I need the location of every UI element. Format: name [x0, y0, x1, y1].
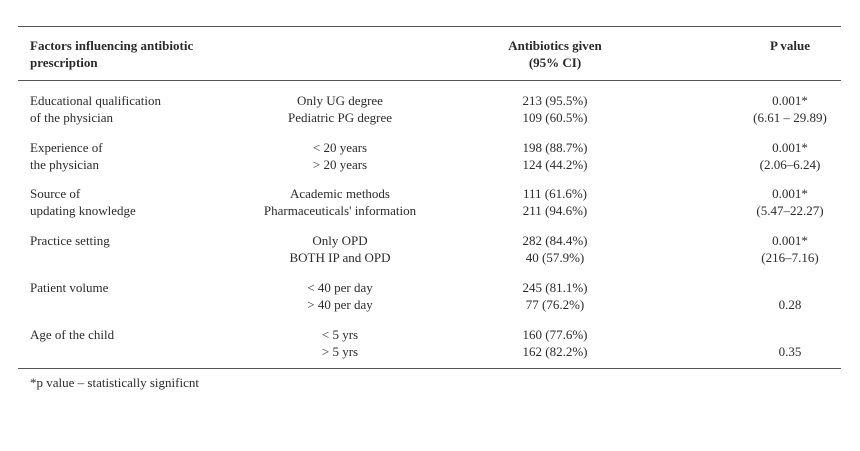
level-line: Pharmaceuticals' information [263, 203, 417, 218]
header-antibiotics: Antibiotics given (95% CI) [470, 37, 640, 71]
factor-line: Experience of [30, 140, 103, 155]
antibiotics-cell: 198 (88.7%) 124 (44.2%) [470, 139, 640, 173]
factor-line: Age of the child [30, 327, 115, 342]
table-row: Age of the child < 5 yrs > 5 yrs 160 (77… [0, 326, 860, 366]
pvalue-line: 0.28 [778, 297, 802, 312]
factor-line: Source of [30, 186, 81, 201]
factor-cell: Source of updating knowledge [30, 185, 260, 219]
pvalue-cell: 0.001* (2.06–6.24) [730, 139, 850, 173]
pvalue-line: (2.06–6.24) [759, 157, 821, 172]
pvalue-line: (6.61 – 29.89) [753, 110, 827, 125]
level-cell: Only UG degree Pediatric PG degree [215, 92, 465, 126]
header-antibiotics-line-2: (95% CI) [528, 55, 582, 70]
pvalue-cell: 0.35 [730, 326, 850, 360]
antibiotics-cell: 213 (95.5%) 109 (60.5%) [470, 92, 640, 126]
header-bottom-rule [18, 80, 841, 81]
factor-line: updating knowledge [30, 203, 136, 218]
factor-cell: Experience of the physician [30, 139, 260, 173]
pvalue-line: 0.35 [778, 344, 802, 359]
antibiotics-cell: 111 (61.6%) 211 (94.6%) [470, 185, 640, 219]
antibiotics-line: 40 (57.9%) [525, 250, 585, 265]
antibiotics-line: 282 (84.4%) [522, 233, 588, 248]
pvalue-line: 0.001* [772, 233, 808, 248]
level-cell: < 40 per day > 40 per day [215, 279, 465, 313]
level-line: < 20 years [312, 140, 368, 155]
factor-line: the physician [30, 157, 99, 172]
header-antibiotics-line-1: Antibiotics given [508, 38, 602, 53]
pvalue-cell: 0.001* (5.47–22.27) [730, 185, 850, 219]
antibiotics-line: 198 (88.7%) [522, 140, 588, 155]
factor-cell: Practice setting [30, 232, 260, 266]
factor-line: Patient volume [30, 280, 109, 295]
table-row: Experience of the physician < 20 years >… [0, 139, 860, 179]
level-cell: Academic methods Pharmaceuticals' inform… [215, 185, 465, 219]
factor-cell: Educational qualification of the physici… [30, 92, 260, 126]
factor-line: Educational qualification [30, 93, 162, 108]
antibiotics-cell: 160 (77.6%) 162 (82.2%) [470, 326, 640, 360]
antibiotics-line: 109 (60.5%) [522, 110, 588, 125]
header-pvalue: P value [730, 37, 850, 54]
pvalue-cell: 0.28 [730, 279, 850, 313]
level-cell: < 20 years > 20 years [215, 139, 465, 173]
factor-line: Practice setting [30, 233, 110, 248]
antibiotics-line: 77 (76.2%) [525, 297, 585, 312]
level-cell: Only OPD BOTH IP and OPD [215, 232, 465, 266]
pvalue-cell: 0.001* (216–7.16) [730, 232, 850, 266]
header-factors-line-2: prescription [30, 55, 98, 70]
footnote: *p value – statistically significnt [30, 375, 199, 390]
factor-cell: Patient volume [30, 279, 260, 313]
pvalue-line: (216–7.16) [761, 250, 819, 265]
table-row: Practice setting Only OPD BOTH IP and OP… [0, 232, 860, 272]
table-bottom-rule [18, 368, 841, 369]
header-factors-line-1: Factors influencing antibiotic [30, 38, 194, 53]
level-line: < 5 yrs [321, 327, 359, 342]
table-top-rule [18, 26, 841, 27]
table-row: Source of updating knowledge Academic me… [0, 185, 860, 225]
header-pvalue-line-1: P value [769, 38, 811, 53]
antibiotics-line: 111 (61.6%) [522, 186, 588, 201]
antibiotics-cell: 282 (84.4%) 40 (57.9%) [470, 232, 640, 266]
antibiotics-line: 211 (94.6%) [522, 203, 588, 218]
level-line: > 40 per day [307, 297, 373, 312]
pvalue-line [730, 326, 850, 343]
level-line: Only UG degree [297, 93, 383, 108]
level-line: Academic methods [290, 186, 390, 201]
pvalue-line: 0.001* [772, 140, 808, 155]
pvalue-cell: 0.001* (6.61 – 29.89) [730, 92, 850, 126]
level-line: BOTH IP and OPD [289, 250, 391, 265]
antibiotics-line: 245 (81.1%) [522, 280, 588, 295]
level-cell: < 5 yrs > 5 yrs [215, 326, 465, 360]
pvalue-line: 0.001* [772, 93, 808, 108]
factor-cell: Age of the child [30, 326, 260, 360]
level-line: < 40 per day [307, 280, 373, 295]
antibiotics-line: 124 (44.2%) [522, 157, 588, 172]
level-line: Only OPD [312, 233, 368, 248]
factor-line: of the physician [30, 110, 114, 125]
level-line: > 5 yrs [321, 344, 359, 359]
antibiotics-line: 160 (77.6%) [522, 327, 588, 342]
header-factors: Factors influencing antibiotic prescript… [30, 37, 290, 71]
antibiotics-line: 213 (95.5%) [522, 93, 588, 108]
table-row: Patient volume < 40 per day > 40 per day… [0, 279, 860, 319]
antibiotics-cell: 245 (81.1%) 77 (76.2%) [470, 279, 640, 313]
pvalue-line [730, 279, 850, 296]
antibiotics-line: 162 (82.2%) [522, 344, 588, 359]
table-row: Educational qualification of the physici… [0, 92, 860, 132]
pvalue-line: (5.47–22.27) [756, 203, 824, 218]
pvalue-line: 0.001* [772, 186, 808, 201]
level-line: > 20 years [312, 157, 368, 172]
level-line: Pediatric PG degree [288, 110, 392, 125]
